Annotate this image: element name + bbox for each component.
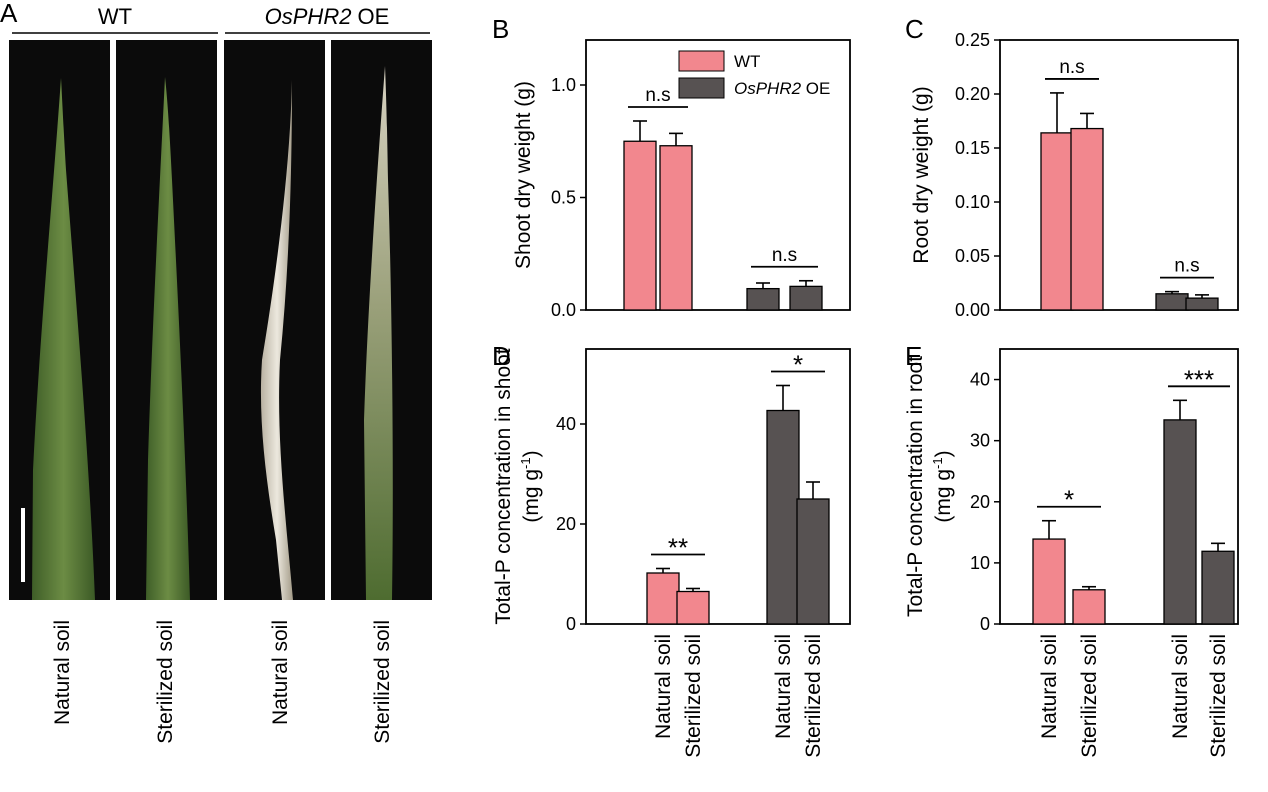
- y-tick-label: 20: [970, 492, 990, 512]
- x-category-label: Sterilized soil: [1207, 634, 1230, 758]
- leaf-caption-4: Sterilized soil: [371, 620, 394, 744]
- plot-frame: [999, 348, 1239, 625]
- x-category-label: Sterilized soil: [802, 634, 825, 758]
- leaf-photo-4-leaf: [364, 66, 393, 600]
- significance-label: **: [668, 533, 688, 563]
- significance-label: *: [1064, 485, 1074, 515]
- panel-label-a: A: [0, 0, 18, 28]
- wt-header: WT: [98, 4, 132, 29]
- legend-label-oe-suffix: OE: [801, 79, 830, 98]
- legend: WT OsPHR2 OE: [678, 50, 830, 99]
- panel-a: A WT OsPHR2 OE Natural soil Sterilized s…: [0, 0, 432, 744]
- x-category-label: Natural soil: [772, 634, 795, 739]
- chart-panel-b: B 0.0 0.5 1.0 Shoot dry weight (g) n.s n.s: [492, 14, 851, 320]
- oe-header: OsPHR2 OE: [265, 4, 390, 29]
- leaf-photo-3-leaf: [260, 80, 293, 600]
- significance-label: n.s: [1174, 256, 1199, 277]
- y-axis-unit-base: (mg g: [520, 469, 543, 523]
- x-category-label: Natural soil: [1169, 634, 1192, 739]
- bar: [1032, 538, 1066, 625]
- x-category-label: Natural soil: [1038, 634, 1061, 739]
- panel-label-c: C: [905, 14, 924, 44]
- y-tick-label: 0: [566, 614, 576, 634]
- x-category-label: Sterilized soil: [682, 634, 705, 758]
- bar: [676, 590, 710, 625]
- significance-label: *: [793, 350, 803, 380]
- y-tick-label: 20: [556, 514, 576, 534]
- plot-frame: [585, 348, 851, 625]
- chart-panel-d: D 0 20 40 Total-P concentration in shoot (mg …: [492, 341, 851, 758]
- legend-swatch-wt: [678, 50, 725, 72]
- bar: [746, 287, 780, 311]
- chart-panel-c: C 0.00 0.05 0.10 0.15 0.20 0.25 Root dry weight…: [905, 14, 1239, 320]
- y-tick-label: 0.25: [955, 30, 990, 50]
- plot-frame: [999, 39, 1239, 311]
- chart-panel-e: E 0 10 20 30 40 Total-P concentration in root(…: [904, 341, 1239, 758]
- bar: [789, 285, 823, 311]
- y-axis-unit-base: (mg g: [932, 469, 955, 523]
- y-tick-label: 10: [970, 553, 990, 573]
- bar: [1040, 132, 1074, 311]
- y-tick-label: 0: [980, 614, 990, 634]
- y-tick-label: 40: [970, 370, 990, 390]
- bar: [623, 140, 657, 311]
- y-tick-label: 0.5: [551, 188, 576, 208]
- significance-label: ***: [1184, 364, 1214, 394]
- panel-label-e: E: [905, 341, 922, 371]
- x-category-label: Natural soil: [652, 634, 675, 739]
- y-tick-label: 0.15: [955, 138, 990, 158]
- y-axis-unit: (mg g-1): [518, 450, 543, 522]
- y-axis-unit-sup: -1: [930, 457, 945, 469]
- y-tick-label: 0.20: [955, 84, 990, 104]
- scale-bar: [21, 508, 25, 582]
- significance-label: n.s: [1059, 57, 1084, 78]
- y-tick-label: 30: [970, 431, 990, 451]
- leaf-photo-2-leaf: [146, 77, 190, 600]
- bar: [1163, 419, 1197, 625]
- y-axis-unit-sup: -1: [518, 457, 533, 469]
- leaf-caption-1: Natural soil: [51, 620, 74, 725]
- legend-swatch-oe: [678, 77, 725, 99]
- y-axis-label: Total-P concentration in root: [904, 356, 927, 617]
- leaf-photo-1-leaf: [32, 78, 95, 600]
- bar: [1155, 293, 1189, 311]
- y-axis-unit-tail: ): [932, 450, 955, 457]
- panel-label-b: B: [492, 14, 509, 44]
- y-tick-label: 0.05: [955, 246, 990, 266]
- leaf-caption-3: Natural soil: [269, 620, 292, 725]
- y-tick-label: 0.10: [955, 192, 990, 212]
- leaf-caption-2: Sterilized soil: [154, 620, 177, 744]
- bar: [796, 498, 830, 625]
- bar: [659, 145, 693, 311]
- plot-frame: [585, 39, 851, 311]
- y-tick-label: 40: [556, 414, 576, 434]
- legend-label-oe: OsPHR2 OE: [734, 79, 830, 98]
- y-axis-label: Total-P concentration in shoot: [492, 348, 515, 624]
- bar: [1201, 550, 1235, 625]
- oe-header-suffix: OE: [351, 4, 389, 29]
- y-axis-unit: (mg g-1): [930, 450, 955, 522]
- bar: [766, 409, 800, 625]
- legend-label-wt: WT: [734, 52, 760, 71]
- y-axis-unit-tail: ): [520, 450, 543, 457]
- x-category-label: Sterilized soil: [1078, 634, 1101, 758]
- y-tick-label: 0.00: [955, 300, 990, 320]
- bar: [1072, 589, 1106, 625]
- bar: [1070, 127, 1104, 311]
- oe-header-italic: OsPHR2: [265, 4, 352, 29]
- y-tick-label: 1.0: [551, 75, 576, 95]
- panel-label-d: D: [492, 341, 511, 371]
- y-tick-label: 0.0: [551, 300, 576, 320]
- y-axis-label: Root dry weight (g): [910, 86, 933, 263]
- significance-label: n.s: [645, 85, 670, 106]
- significance-label: n.s: [772, 245, 797, 266]
- legend-label-oe-italic: OsPHR2: [734, 79, 802, 98]
- y-axis-label: Shoot dry weight (g): [512, 81, 535, 269]
- bar: [1185, 297, 1219, 311]
- bar: [646, 572, 680, 625]
- charts: B 0.0 0.5 1.0 Shoot dry weight (g) n.s n.s C 0.0…: [492, 14, 1239, 758]
